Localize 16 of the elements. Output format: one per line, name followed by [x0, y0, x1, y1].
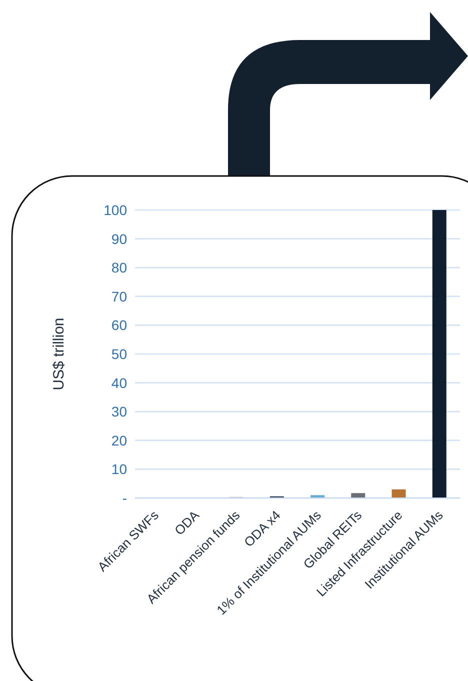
bar [392, 489, 406, 498]
y-tick-label: 50 [111, 346, 128, 362]
y-tick-label: 60 [111, 317, 128, 334]
y-tick-label: 80 [111, 260, 128, 276]
y-tick-label: 20 [111, 432, 128, 448]
bar [432, 210, 446, 498]
y-axis-title: US$ trillion [50, 318, 68, 390]
y-tick-label: 10 [111, 461, 128, 478]
y-tick-label: - [122, 490, 128, 506]
y-tick-label: 30 [111, 404, 128, 420]
y-tick-label: 100 [104, 202, 128, 218]
bar [351, 493, 366, 498]
y-tick-label: 90 [111, 230, 128, 247]
y-tick-label: 70 [111, 288, 128, 304]
y-tick-label: 40 [111, 374, 128, 391]
x-tick-label: ODA [172, 507, 202, 538]
